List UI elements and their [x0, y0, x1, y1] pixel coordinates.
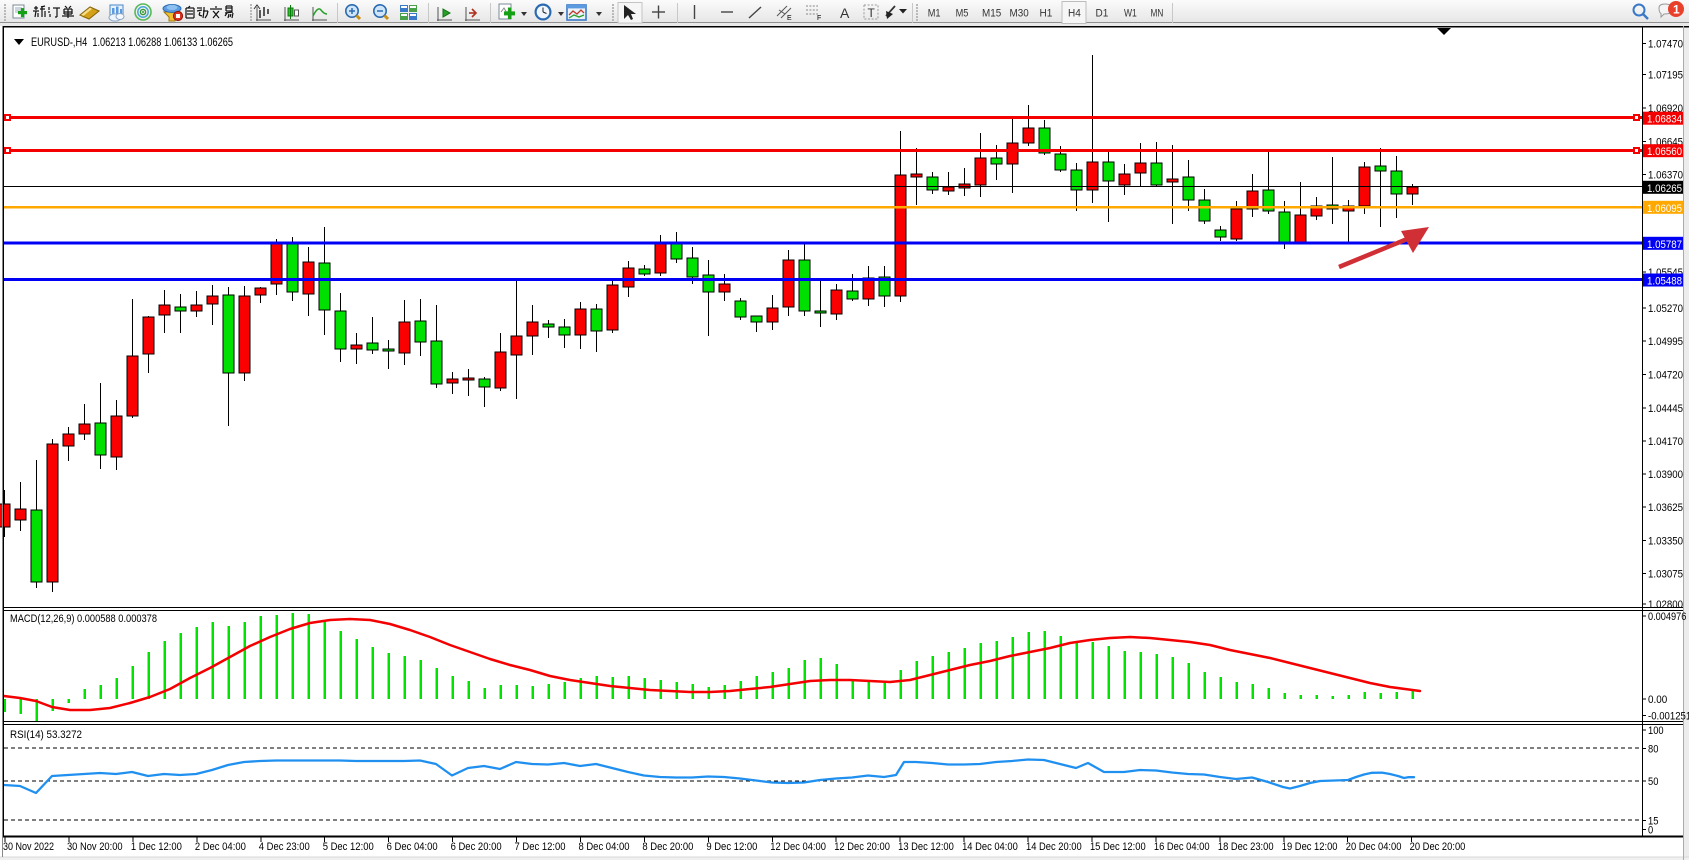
svg-text:0: 0 [1648, 824, 1653, 836]
svg-text:M5: M5 [956, 8, 969, 20]
svg-text:6 Dec 04:00: 6 Dec 04:00 [387, 841, 438, 853]
svg-text:1: 1 [1673, 3, 1680, 17]
svg-text:H4: H4 [1068, 8, 1081, 20]
svg-text:0.004976: 0.004976 [1648, 611, 1686, 623]
svg-text:18 Dec 23:00: 18 Dec 23:00 [1218, 841, 1274, 853]
svg-text:7 Dec 12:00: 7 Dec 12:00 [515, 841, 566, 853]
svg-text:1.06095: 1.06095 [1647, 203, 1682, 215]
svg-text:19 Dec 12:00: 19 Dec 12:00 [1282, 841, 1338, 853]
svg-text:20 Dec 20:00: 20 Dec 20:00 [1410, 841, 1466, 853]
svg-text:1.03625: 1.03625 [1648, 502, 1683, 514]
svg-text:30 Nov 20:00: 30 Nov 20:00 [67, 841, 123, 853]
svg-text:1.03900: 1.03900 [1648, 469, 1683, 481]
svg-text:1.05270: 1.05270 [1648, 303, 1683, 315]
svg-text:4 Dec 23:00: 4 Dec 23:00 [259, 841, 310, 853]
svg-text:1.06265: 1.06265 [1647, 183, 1682, 195]
svg-text:1.02800: 1.02800 [1648, 599, 1683, 611]
svg-text:E: E [787, 15, 792, 22]
svg-text:T: T [868, 6, 876, 20]
svg-text:0.00: 0.00 [1648, 694, 1667, 706]
svg-text:D1: D1 [1096, 8, 1109, 20]
svg-text:A: A [840, 5, 850, 21]
svg-text:2 Dec 04:00: 2 Dec 04:00 [195, 841, 246, 853]
svg-text:9 Dec 12:00: 9 Dec 12:00 [706, 841, 757, 853]
svg-text:13 Dec 12:00: 13 Dec 12:00 [898, 841, 954, 853]
svg-text:1.04720: 1.04720 [1648, 370, 1683, 382]
svg-text:50: 50 [1648, 776, 1658, 788]
svg-text:H1: H1 [1040, 8, 1053, 20]
svg-text:1.04995: 1.04995 [1648, 336, 1683, 348]
svg-text:16 Dec 04:00: 16 Dec 04:00 [1154, 841, 1210, 853]
svg-text:30 Nov 2022: 30 Nov 2022 [3, 841, 54, 853]
svg-text:15 Dec 12:00: 15 Dec 12:00 [1090, 841, 1146, 853]
svg-text:80: 80 [1648, 743, 1658, 755]
svg-text:1.03075: 1.03075 [1648, 569, 1683, 581]
svg-text:8 Dec 20:00: 8 Dec 20:00 [642, 841, 693, 853]
svg-text:RSI(14) 53.3272: RSI(14) 53.3272 [10, 729, 82, 741]
svg-text:15: 15 [1648, 816, 1658, 828]
svg-text:M15: M15 [982, 8, 1001, 20]
svg-text:MN: MN [1151, 8, 1164, 20]
svg-text:-0.001251: -0.001251 [1648, 710, 1689, 722]
svg-text:1 Dec 12:00: 1 Dec 12:00 [131, 841, 182, 853]
svg-text:5 Dec 12:00: 5 Dec 12:00 [323, 841, 374, 853]
svg-text:8 Dec 04:00: 8 Dec 04:00 [578, 841, 629, 853]
svg-text:20 Dec 04:00: 20 Dec 04:00 [1346, 841, 1402, 853]
svg-text:1.05787: 1.05787 [1647, 239, 1682, 251]
svg-text:EURUSD-,H4 1.06213 1.06288 1.: EURUSD-,H4 1.06213 1.06288 1.06133 1.062… [31, 35, 233, 49]
svg-text:1.05488: 1.05488 [1647, 276, 1682, 288]
svg-text:1.04445: 1.04445 [1648, 403, 1683, 415]
svg-text:6 Dec 20:00: 6 Dec 20:00 [451, 841, 502, 853]
svg-text:1.06560: 1.06560 [1647, 146, 1682, 158]
svg-text:M30: M30 [1010, 8, 1029, 20]
svg-text:1.06834: 1.06834 [1647, 114, 1682, 126]
svg-text:14 Dec 04:00: 14 Dec 04:00 [962, 841, 1018, 853]
svg-text:W1: W1 [1124, 8, 1137, 20]
svg-text:1.07470: 1.07470 [1648, 39, 1683, 51]
svg-text:12 Dec 20:00: 12 Dec 20:00 [834, 841, 890, 853]
svg-text:1.03350: 1.03350 [1648, 535, 1683, 547]
svg-text:1.06370: 1.06370 [1648, 170, 1683, 182]
svg-text:F: F [817, 15, 821, 22]
svg-text:1.07195: 1.07195 [1648, 70, 1683, 82]
svg-text:12 Dec 04:00: 12 Dec 04:00 [770, 841, 826, 853]
svg-text:14 Dec 20:00: 14 Dec 20:00 [1026, 841, 1082, 853]
svg-text:MACD(12,26,9) 0.000588 0.00037: MACD(12,26,9) 0.000588 0.000378 [10, 613, 157, 625]
svg-text:100: 100 [1648, 725, 1664, 737]
svg-text:M1: M1 [928, 8, 941, 20]
svg-text:1.04170: 1.04170 [1648, 436, 1683, 448]
